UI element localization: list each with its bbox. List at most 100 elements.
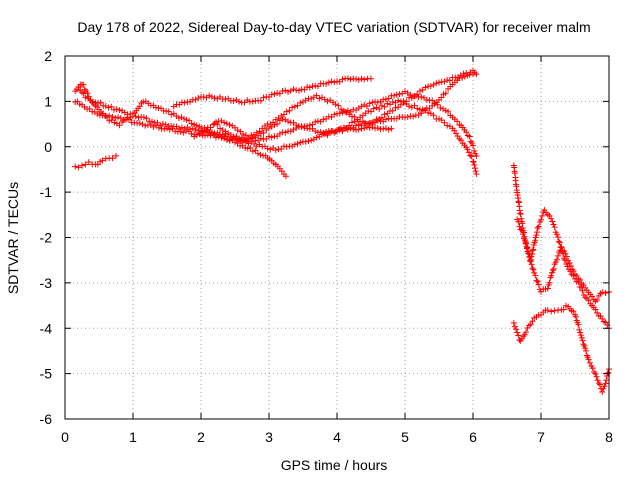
data-point (535, 281, 542, 288)
data-point (323, 80, 330, 87)
data-point (348, 119, 355, 126)
data-point (293, 121, 300, 128)
data-point (240, 131, 247, 138)
data-point (473, 71, 480, 78)
data-point (572, 313, 579, 320)
data-point (586, 359, 593, 366)
data-point (594, 296, 601, 303)
x-tick-label: 1 (129, 429, 137, 445)
data-point (135, 114, 142, 121)
data-point (378, 114, 385, 121)
data-point (339, 128, 346, 135)
data-point (276, 117, 283, 124)
data-point (444, 77, 451, 84)
data-point (94, 110, 101, 117)
data-point (425, 109, 432, 116)
data-point (207, 124, 214, 131)
data-point (313, 92, 320, 99)
data-point (585, 356, 592, 363)
data-point (150, 123, 157, 130)
data-point (82, 94, 89, 101)
y-tick-label: -6 (40, 411, 53, 427)
data-point (116, 122, 123, 129)
data-point (278, 145, 285, 152)
data-point (602, 380, 609, 387)
series-arc-4 (170, 75, 374, 110)
data-point (520, 333, 527, 340)
data-point (142, 122, 149, 129)
data-point (116, 106, 123, 113)
data-point (594, 377, 601, 384)
data-point (344, 125, 351, 132)
data-point (382, 125, 389, 132)
data-point (358, 75, 365, 82)
data-point (113, 106, 120, 113)
data-point (202, 128, 209, 135)
data-point (312, 118, 319, 125)
data-point (110, 106, 117, 113)
data-point (436, 79, 442, 86)
data-point (464, 72, 471, 79)
data-point (549, 218, 556, 225)
data-point (305, 138, 312, 145)
data-point (136, 103, 143, 110)
data-point (136, 120, 143, 127)
data-point (385, 95, 392, 102)
data-point (283, 108, 290, 115)
data-point (178, 124, 185, 131)
data-point (266, 125, 272, 132)
data-point (358, 125, 365, 132)
data-point (282, 116, 289, 123)
data-point (567, 262, 574, 269)
data-point (531, 269, 538, 276)
data-point (599, 388, 606, 395)
data-point (575, 279, 582, 286)
data-point (242, 132, 249, 139)
data-point (159, 120, 166, 127)
data-point (109, 113, 116, 120)
data-point (252, 134, 259, 141)
data-point (471, 147, 478, 154)
data-point (80, 81, 87, 88)
data-point (369, 124, 376, 131)
data-point (550, 265, 557, 272)
data-point (515, 332, 522, 339)
data-point (115, 114, 122, 121)
data-point (404, 113, 411, 120)
series-arc-5 (191, 69, 476, 142)
series-arc-11 (514, 207, 612, 332)
data-point (218, 134, 225, 141)
y-tick-label: 0 (44, 139, 52, 155)
data-point (257, 130, 264, 137)
data-point (287, 128, 294, 135)
data-point (560, 306, 567, 313)
data-point (433, 80, 440, 87)
data-point (175, 115, 182, 122)
data-point (519, 231, 526, 238)
data-point (548, 215, 555, 222)
data-point (592, 370, 599, 377)
data-point (157, 122, 164, 129)
x-tick-label: 7 (537, 429, 545, 445)
data-point (381, 103, 388, 110)
data-point (358, 103, 365, 110)
data-point (513, 326, 520, 333)
data-point (368, 108, 374, 115)
data-point (294, 102, 301, 109)
data-point (268, 91, 275, 98)
data-point (579, 337, 586, 344)
data-point (530, 266, 537, 273)
x-tick-label: 6 (469, 429, 477, 445)
data-point (518, 227, 525, 234)
data-point (419, 106, 426, 113)
data-point (566, 259, 573, 266)
data-point (441, 119, 448, 126)
data-point (294, 140, 301, 147)
data-point (577, 332, 584, 339)
data-point (463, 129, 470, 136)
data-point (560, 250, 567, 257)
data-point (86, 105, 93, 112)
data-point (355, 126, 362, 133)
data-point (161, 125, 168, 132)
data-point (268, 134, 275, 141)
